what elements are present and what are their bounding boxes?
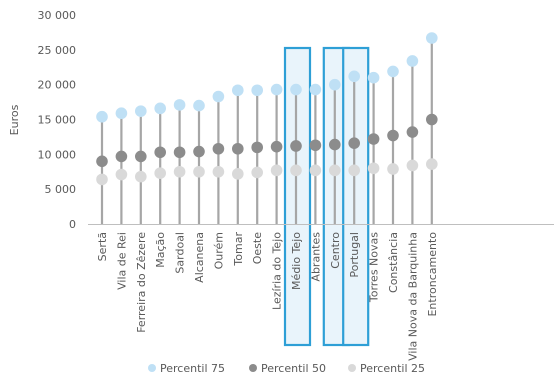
data-point bbox=[329, 138, 341, 151]
x-tick-label: Portugal bbox=[348, 232, 361, 278]
data-point bbox=[115, 107, 128, 120]
data-point bbox=[290, 140, 302, 152]
x-tick-label: Vila de Rei bbox=[115, 232, 128, 290]
legend-marker bbox=[148, 364, 156, 372]
data-point bbox=[251, 141, 263, 154]
data-point bbox=[270, 140, 283, 153]
x-tick-label: Oeste bbox=[251, 232, 264, 264]
x-tick-label: Mação bbox=[154, 232, 167, 268]
data-point bbox=[387, 65, 399, 78]
x-tick-label: Tomar bbox=[232, 232, 245, 267]
legend-marker bbox=[348, 364, 356, 372]
data-point bbox=[387, 129, 399, 142]
data-point bbox=[115, 150, 128, 163]
data-points bbox=[96, 32, 438, 186]
data-point bbox=[193, 99, 205, 112]
highlight-box bbox=[283, 46, 312, 347]
data-point bbox=[367, 71, 380, 84]
x-tick-label: Lezíria do Tejo bbox=[271, 232, 284, 310]
data-point bbox=[309, 164, 322, 177]
data-point bbox=[251, 84, 263, 97]
data-point bbox=[154, 146, 166, 159]
data-point bbox=[251, 166, 263, 179]
data-point bbox=[387, 163, 399, 175]
data-point bbox=[270, 83, 283, 96]
x-tick-label: Alcanena bbox=[193, 232, 206, 283]
data-point bbox=[135, 150, 147, 163]
data-point bbox=[406, 159, 419, 172]
range-lines bbox=[100, 37, 433, 224]
data-point bbox=[309, 83, 322, 96]
y-tick-label: 10 000 bbox=[38, 148, 77, 161]
highlight-box bbox=[342, 46, 370, 347]
x-tick-label: Ferreira do Zêzere bbox=[135, 232, 148, 333]
data-point bbox=[193, 145, 205, 158]
data-point bbox=[290, 83, 302, 96]
x-tick-label: Sardoal bbox=[174, 232, 187, 274]
legend: Percentil 75 Percentil 50 Percentil 25 bbox=[148, 362, 425, 375]
x-tick-label: Constância bbox=[387, 232, 400, 293]
x-tick-label: Centro bbox=[329, 232, 342, 269]
x-tick-label: Médio Tejo bbox=[290, 232, 303, 290]
data-point bbox=[173, 165, 186, 178]
x-tick-label: Ourém bbox=[212, 232, 225, 269]
data-point bbox=[212, 165, 225, 178]
data-point bbox=[329, 78, 341, 91]
data-point bbox=[290, 164, 302, 177]
x-tick-label: Torres Novas bbox=[368, 232, 381, 303]
y-tick-label: 5 000 bbox=[45, 183, 77, 196]
y-tick-label: 15 000 bbox=[38, 114, 77, 127]
data-point bbox=[173, 99, 186, 111]
data-point bbox=[154, 167, 166, 179]
y-tick-label: 30 000 bbox=[38, 9, 77, 22]
legend-label: Percentil 75 bbox=[160, 362, 225, 375]
data-point bbox=[348, 164, 361, 177]
y-tick-label: 0 bbox=[69, 218, 76, 231]
data-point bbox=[270, 164, 283, 177]
data-point bbox=[367, 162, 380, 175]
data-point bbox=[115, 168, 128, 181]
data-point bbox=[348, 70, 361, 83]
x-tick-label: Sertã bbox=[96, 232, 109, 261]
legend-marker bbox=[249, 364, 257, 372]
data-point bbox=[232, 84, 244, 97]
y-axis-ticks: 0 5 000 10 000 15 000 20 000 25 000 30 000 bbox=[38, 9, 77, 231]
data-point bbox=[96, 173, 108, 186]
x-tick-label: Vila Nova da Barquinha bbox=[406, 232, 419, 361]
data-point bbox=[135, 170, 147, 183]
data-point bbox=[329, 164, 341, 177]
data-point bbox=[96, 155, 108, 168]
data-point bbox=[426, 113, 438, 126]
data-point bbox=[406, 126, 419, 138]
x-axis-ticks: Sertã Vila de Rei Ferreira do Zêzere Mação S… bbox=[96, 232, 439, 361]
legend-label: Percentil 50 bbox=[261, 362, 326, 375]
highlight-boxes bbox=[283, 46, 370, 347]
data-point bbox=[173, 146, 186, 159]
data-point bbox=[426, 32, 438, 44]
data-point bbox=[154, 102, 166, 115]
y-tick-label: 20 000 bbox=[38, 79, 77, 92]
data-point bbox=[348, 137, 361, 149]
data-point bbox=[406, 55, 419, 67]
data-point bbox=[193, 165, 205, 178]
data-point bbox=[232, 168, 244, 180]
y-tick-label: 25 000 bbox=[38, 44, 77, 57]
y-axis-label: Euros bbox=[8, 104, 21, 135]
data-point bbox=[426, 158, 438, 170]
x-tick-label: Entroncamento bbox=[426, 232, 439, 317]
data-point bbox=[96, 110, 108, 123]
data-point bbox=[367, 133, 380, 145]
data-point bbox=[309, 139, 322, 152]
data-point bbox=[135, 105, 147, 117]
data-point bbox=[212, 90, 225, 103]
data-point bbox=[232, 142, 244, 155]
x-tick-label: Abrantes bbox=[309, 232, 322, 282]
legend-label: Percentil 25 bbox=[360, 362, 425, 375]
data-point bbox=[212, 142, 225, 155]
